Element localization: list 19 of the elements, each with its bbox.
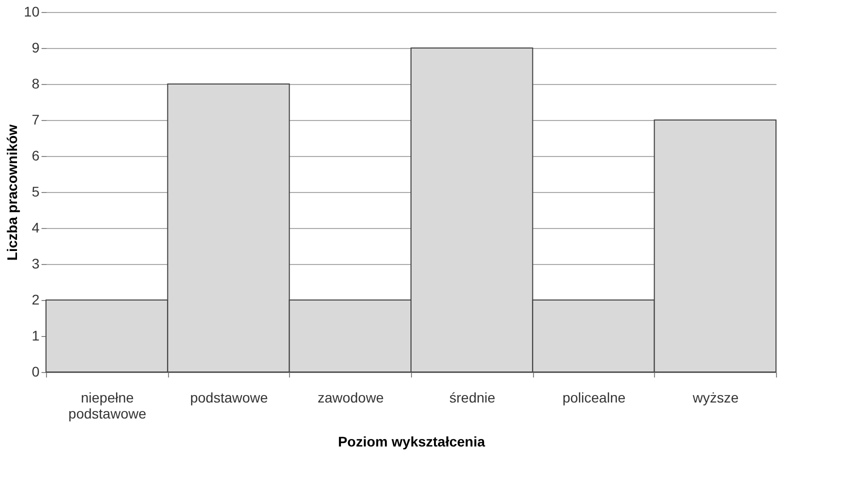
x-tick-label: niepełne podstawowe (68, 390, 146, 422)
y-tick-label: 4 (32, 220, 40, 236)
y-tick-label: 5 (32, 184, 40, 200)
x-tick-label: podstawowe (190, 390, 268, 406)
x-tick-label: policealne (562, 390, 626, 406)
y-tick-label: 1 (32, 328, 40, 344)
x-tick-label: średnie (449, 390, 496, 406)
y-tick-label: 2 (32, 292, 40, 308)
x-tick-label: wyższe (692, 390, 739, 406)
y-tick-label: 10 (24, 4, 40, 20)
x-tick-label: zawodowe (318, 390, 384, 406)
y-tick-label: 6 (32, 148, 40, 164)
y-tick-label: 7 (32, 112, 40, 128)
y-tick-label: 0 (32, 364, 40, 380)
y-tick-label: 9 (32, 40, 40, 56)
y-tick-label: 3 (32, 256, 40, 272)
y-axis-title: Liczba pracowników (4, 124, 20, 261)
y-tick-label: 8 (32, 76, 40, 92)
x-axis-title: Poziom wykształcenia (338, 434, 486, 450)
